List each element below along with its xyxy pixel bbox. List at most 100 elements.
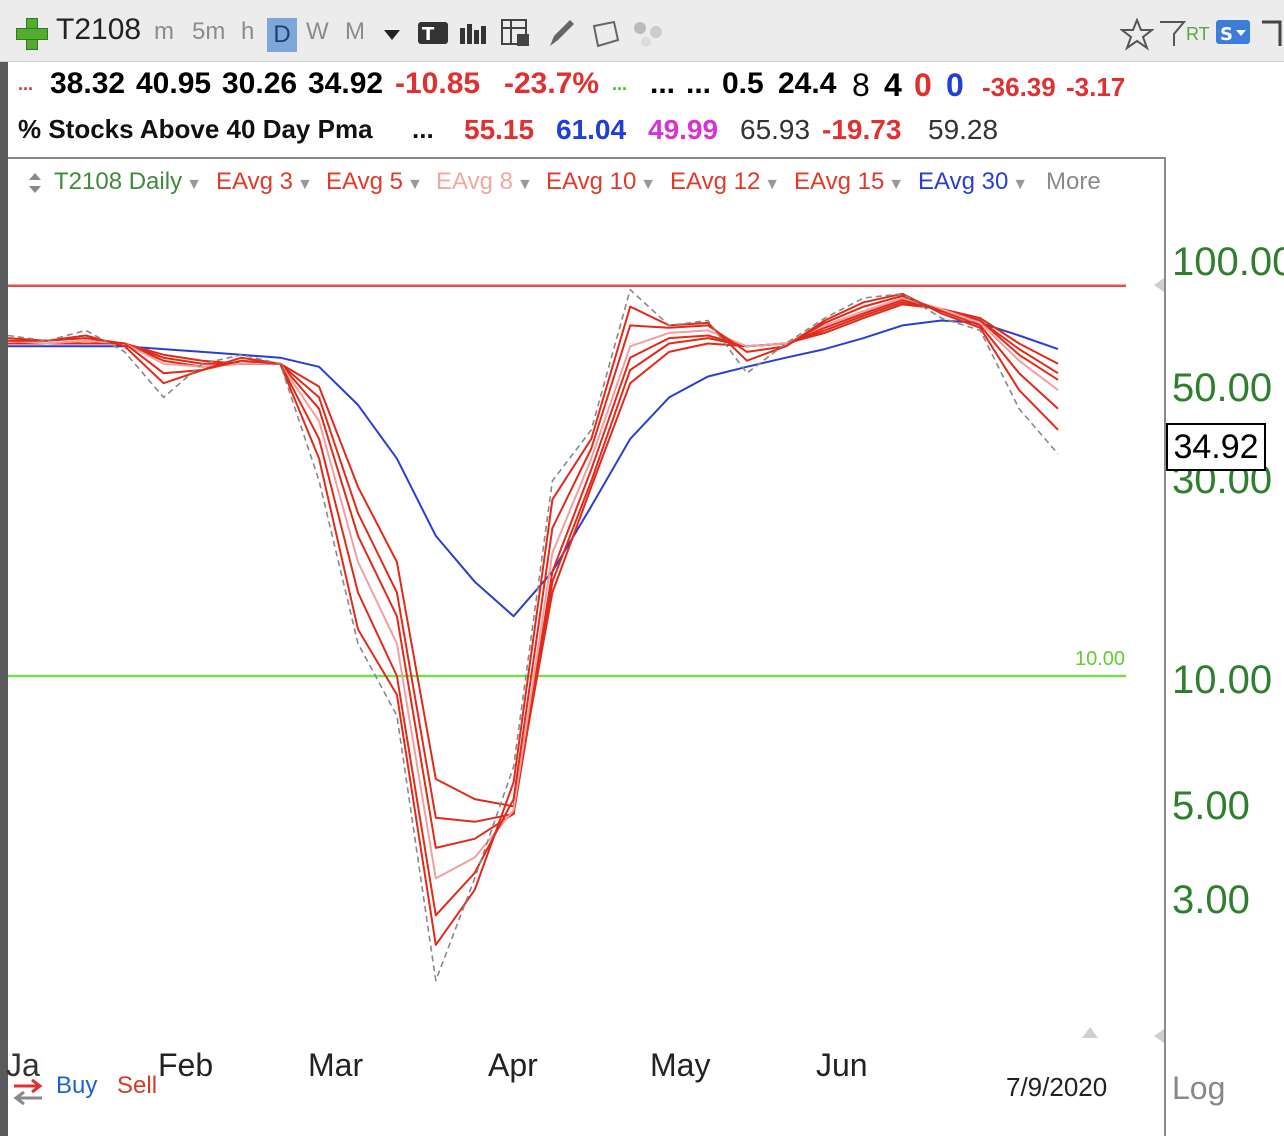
chevron-down-icon[interactable]: ▼	[406, 176, 423, 193]
quote-change-percent: -23.7%	[504, 67, 600, 100]
link-icon[interactable]	[632, 18, 666, 50]
indicator-name: % Stocks Above 40 Day Pma	[18, 114, 373, 144]
series-line	[8, 301, 1059, 823]
panel-divider	[8, 157, 1166, 159]
scroll-left-icon[interactable]	[1152, 276, 1166, 294]
scroll-left-icon[interactable]	[1152, 1027, 1166, 1045]
current-date-label: 7/9/2020	[1006, 1072, 1108, 1102]
symbol-label[interactable]: T2108	[56, 13, 142, 46]
buy-button[interactable]: Buy	[56, 1072, 98, 1099]
quote-value: 8	[852, 67, 870, 103]
series-line	[8, 294, 1059, 917]
quote-value: 0.5	[722, 67, 764, 100]
y-tick-label: 100.00	[1172, 240, 1284, 284]
chevron-down-icon[interactable]: ▼	[1012, 176, 1029, 193]
quote-value: -36.39	[982, 72, 1056, 102]
chevron-down-icon[interactable]: ▼	[186, 176, 202, 193]
quote-value: 40.95	[136, 67, 212, 100]
x-tick-label: Feb	[158, 1047, 214, 1083]
legend-item-t2108[interactable]: T2108 Daily ▼	[54, 168, 202, 196]
quote-more-marker: ...	[612, 74, 628, 94]
add-symbol-icon[interactable]	[16, 18, 48, 50]
chevron-down-icon[interactable]: ▼	[516, 176, 533, 193]
window-border	[0, 62, 8, 1136]
series-line	[7, 297, 1059, 880]
legend-item-eavg8[interactable]: EAvg 8 ▼	[436, 168, 533, 196]
log-scale-toggle[interactable]: Log	[1172, 1070, 1226, 1106]
stream-icon[interactable]: S	[1216, 18, 1252, 48]
realtime-label: RT	[1186, 24, 1210, 44]
text-tool-icon[interactable]: T	[416, 18, 452, 48]
alert-flag-icon[interactable]	[1156, 18, 1188, 50]
quote-value: ...	[650, 67, 676, 100]
legend-item-eavg5[interactable]: EAvg 5 ▼	[326, 168, 423, 196]
last-price-label: 34.92	[1166, 423, 1266, 471]
legend-label: EAvg 12	[670, 168, 761, 195]
indicator-value: -19.73	[822, 114, 902, 145]
legend-label: EAvg 3	[216, 168, 293, 195]
svg-text:T: T	[422, 24, 435, 45]
indicator-value: 61.04	[556, 114, 627, 145]
legend-item-eavg15[interactable]: EAvg 15 ▼	[794, 168, 904, 196]
y-tick-label: 3.00	[1172, 878, 1250, 922]
indicator-value: 59.28	[928, 114, 999, 145]
legend-item-eavg12[interactable]: EAvg 12 ▼	[670, 168, 780, 196]
legend-label: EAvg 30	[918, 168, 1009, 195]
quote-row: ... 38.32 40.95 30.26 34.92 -10.85 -23.7…	[0, 62, 1284, 145]
chevron-down-icon[interactable]: ▼	[764, 176, 781, 193]
series-line	[8, 299, 1059, 849]
legend-label: EAvg 8	[436, 168, 513, 195]
series-line	[7, 292, 1059, 946]
quote-value: ...	[686, 67, 712, 100]
chevron-down-icon[interactable]: ▼	[296, 176, 313, 193]
legend-item-eavg10[interactable]: EAvg 10 ▼	[546, 168, 656, 196]
price-axis-divider	[1164, 157, 1166, 1136]
legend-label: EAvg 15	[794, 168, 885, 195]
table-icon[interactable]	[500, 18, 532, 50]
interval-dropdown-icon[interactable]	[382, 18, 402, 48]
interval-minute-button[interactable]: m	[154, 18, 174, 45]
quote-value: -3.17	[1066, 72, 1126, 102]
quote-value: 4	[884, 67, 902, 103]
indicator-value: 49.99	[648, 114, 719, 145]
legend-item-eavg30[interactable]: EAvg 30 ▼	[918, 168, 1028, 196]
chevron-down-icon[interactable]: ▼	[640, 176, 657, 193]
panel-menu-icon[interactable]	[1258, 18, 1284, 50]
panel-resize-icon[interactable]	[26, 172, 44, 194]
quote-value: 30.26	[222, 67, 298, 100]
series-line	[8, 303, 1059, 808]
chart-toolbar: T2108 m 5m h D W M T RT S	[0, 0, 1284, 62]
quote-value: 0	[946, 67, 964, 103]
x-tick-label: Jun	[816, 1047, 868, 1083]
favorite-star-icon[interactable]	[1120, 18, 1154, 52]
legend-label: EAvg 10	[546, 168, 637, 195]
quote-more-marker: ...	[18, 74, 34, 94]
legend-more-button[interactable]: More	[1046, 168, 1101, 195]
quote-change: -10.85	[395, 67, 481, 100]
bar-chart-icon[interactable]	[458, 18, 488, 48]
notes-icon[interactable]	[590, 18, 622, 50]
trade-arrows-icon[interactable]	[10, 1076, 46, 1106]
sell-button[interactable]: Sell	[117, 1072, 158, 1099]
interval-daily-button[interactable]: D	[267, 18, 297, 52]
interval-5min-button[interactable]: 5m	[192, 18, 226, 45]
interval-monthly-button[interactable]: M	[345, 18, 365, 45]
quote-value: 24.4	[778, 67, 837, 100]
legend-label: EAvg 5	[326, 168, 403, 195]
indicator-ellipsis: ...	[412, 114, 434, 144]
x-tick-label-partial: Jan	[6, 1047, 42, 1083]
quote-value: 34.92	[308, 67, 384, 100]
legend-item-eavg3[interactable]: EAvg 3 ▼	[216, 168, 313, 196]
draw-tool-icon[interactable]	[546, 18, 576, 50]
legend-label: T2108 Daily	[54, 168, 183, 195]
interval-weekly-button[interactable]: W	[306, 18, 329, 45]
chevron-down-icon[interactable]: ▼	[888, 176, 905, 193]
x-tick-label: Apr	[488, 1047, 538, 1083]
scroll-up-icon[interactable]	[1080, 1024, 1100, 1040]
interval-hour-button[interactable]: h	[241, 18, 255, 45]
reference-line-label: 10.00	[1075, 648, 1126, 670]
x-tick-label: Mar	[308, 1047, 364, 1083]
quote-value: 0	[914, 67, 932, 103]
y-tick-label: 5.00	[1172, 784, 1250, 828]
